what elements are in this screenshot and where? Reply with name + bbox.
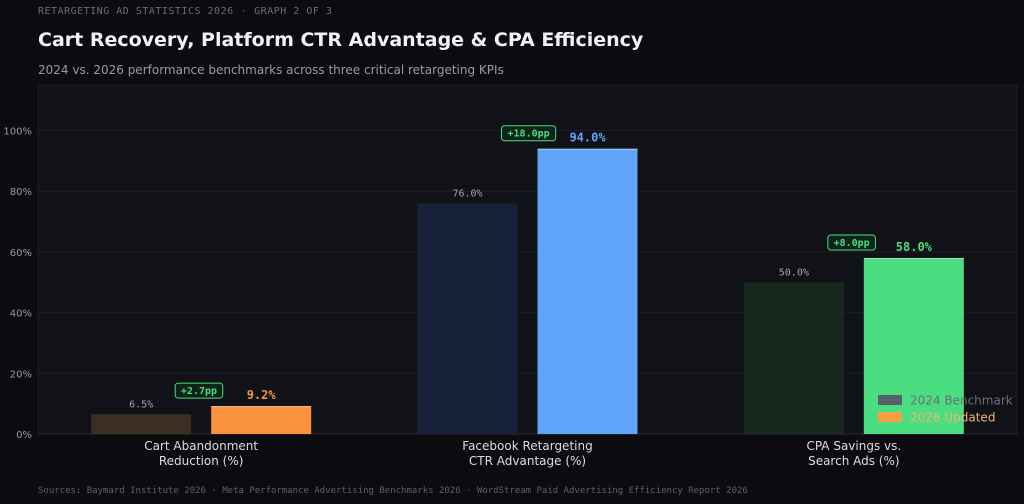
- x-tick-label: Facebook Retargeting: [462, 439, 592, 453]
- delta-badge: [174, 382, 224, 399]
- data-label: 58.0%: [896, 240, 933, 254]
- bar-2024: [417, 203, 518, 434]
- eyebrow-right: GRAPH 2 OF 3: [254, 6, 333, 17]
- bar-2026: [863, 257, 964, 434]
- plot-area: [37, 84, 1018, 435]
- x-tick-label: CTR Advantage (%): [469, 454, 586, 468]
- x-tick-label: CPA Savings vs.: [806, 439, 901, 453]
- delta-badge: [501, 125, 557, 142]
- legend-swatch: [878, 395, 902, 405]
- y-tick-label: 100%: [3, 127, 32, 138]
- delta-badge: [827, 234, 876, 251]
- delta-badge-label: +8.0pp: [834, 238, 870, 249]
- y-tick-label: 60%: [10, 248, 32, 259]
- chart-subtitle: 2024 vs. 2026 performance benchmarks acr…: [38, 63, 504, 77]
- x-tick-label: Reduction (%): [159, 454, 244, 468]
- bar-2026: [537, 148, 638, 434]
- x-tick-label: Search Ads (%): [808, 454, 900, 468]
- y-tick-label: 80%: [10, 187, 32, 198]
- delta-badge-label: +18.0pp: [508, 129, 550, 140]
- legend-swatch: [878, 412, 902, 422]
- eyebrow-left: RETARGETING AD STATISTICS 2026: [38, 6, 234, 17]
- legend-label: 2024 Benchmark: [910, 394, 1013, 408]
- data-label: 6.5%: [129, 399, 153, 410]
- bar-2024: [91, 414, 192, 434]
- eyebrow-separator: ·: [240, 6, 248, 17]
- delta-badge-label: +2.7pp: [181, 386, 217, 397]
- x-tick-label: Cart Abandonment: [144, 439, 258, 453]
- data-label: 94.0%: [569, 131, 606, 145]
- bar-2024: [743, 282, 844, 434]
- y-tick-label: 20%: [10, 369, 32, 380]
- data-label: 50.0%: [779, 267, 809, 278]
- chart-title: Cart Recovery, Platform CTR Advantage & …: [38, 29, 644, 51]
- chart-eyebrow: RETARGETING AD STATISTICS 2026 · GRAPH 2 O…: [38, 6, 332, 17]
- y-tick-label: 0%: [16, 430, 32, 441]
- bar-2026: [211, 406, 312, 434]
- legend-label: 2026 Updated: [910, 411, 995, 425]
- data-label: 9.2%: [247, 388, 277, 402]
- y-tick-label: 40%: [10, 309, 32, 320]
- source-note: Sources: Baymard Institute 2026 · Meta P…: [38, 486, 748, 496]
- data-label: 76.0%: [452, 188, 482, 199]
